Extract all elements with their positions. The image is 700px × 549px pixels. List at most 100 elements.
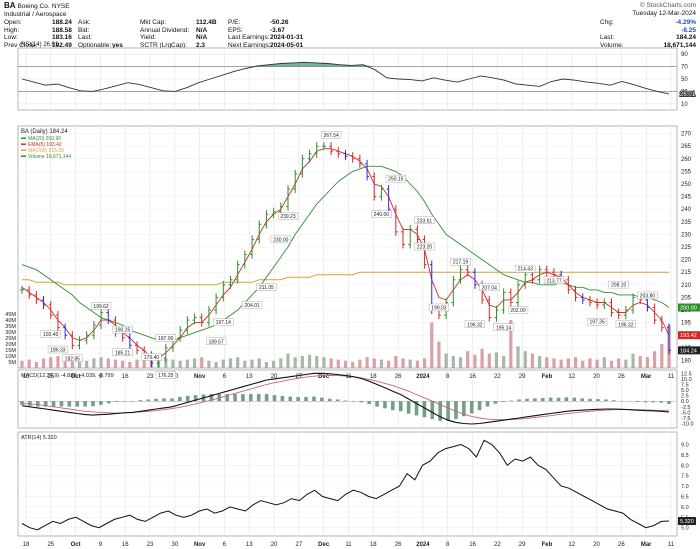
annotation-text: 233.61 (417, 218, 433, 224)
macd-histogram-bar (572, 397, 577, 402)
volume-bar (113, 359, 118, 368)
macd-title: MACD(12,26,9) -4.838, -4.039, -0.799 (21, 373, 114, 379)
x-tick-label: Oct (71, 542, 81, 548)
x-tick-label: 18 (23, 542, 30, 548)
volume-bar (92, 358, 96, 368)
volume-bar (566, 358, 570, 368)
volume-bar (185, 359, 189, 368)
macd-histogram-bar (83, 401, 87, 407)
annotation-text: 195.14 (496, 325, 512, 331)
price-annotation: 197.14 (213, 318, 234, 326)
x-tick-label: 11 (668, 542, 675, 548)
price-annotation: 196.32 (615, 320, 636, 328)
volume-bar (307, 354, 312, 368)
volume-bar (631, 353, 635, 368)
macd-histogram-bar (485, 401, 490, 407)
field-label: P/E: (228, 19, 241, 26)
macd-histogram-bar (138, 400, 143, 402)
macd-histogram-bar (422, 401, 427, 418)
rsi-overbought-fill (22, 62, 669, 67)
rsi-tick-label: 30 (681, 89, 688, 95)
price-annotation: 223.20 (414, 242, 435, 251)
volume-tick-label: 35M (5, 324, 16, 330)
volume-bar (523, 351, 527, 368)
x-tick-label: Nov (194, 542, 206, 548)
volume-bar (41, 358, 46, 368)
annotation-box (205, 337, 227, 346)
volume-bar (595, 359, 599, 368)
macd-histogram-bar (477, 401, 482, 411)
x-tick-label-mid: Mar (641, 374, 652, 380)
volume-bar (63, 359, 67, 368)
price-annotation: 267.54 (321, 131, 342, 139)
atr-tick-label: 7.5 (681, 474, 689, 480)
macd-histogram-bar (398, 401, 403, 412)
x-tick-label-mid: Feb (542, 374, 553, 380)
volume-bar (70, 360, 74, 368)
atr-tick-label: 9.0 (681, 442, 689, 448)
volume-bar (106, 358, 110, 368)
volume-bar (494, 352, 499, 368)
field-value: N/A (196, 34, 208, 42)
macd-histogram-bar (327, 398, 332, 402)
x-tick-label: 27 (296, 542, 303, 548)
volume-bar (279, 358, 283, 368)
volume-bar (408, 359, 412, 368)
annotation-box (587, 318, 608, 326)
macd-histogram-bar (454, 401, 458, 420)
x-tick-label-mid: Nov (194, 374, 206, 380)
price-annotation: 185.21 (112, 348, 133, 356)
volume-bar (322, 357, 326, 368)
price-annotation: 182.85 (62, 354, 83, 362)
volume-bar (415, 360, 419, 368)
field-value: 188.58 (52, 26, 72, 34)
macd-tick-label: -10.0 (681, 422, 694, 428)
volume-bar (142, 358, 146, 368)
macd-histogram-bar (99, 401, 103, 405)
annotation-text: 267.54 (323, 133, 339, 139)
price-title: BA (Daily) 184.24 (21, 129, 68, 135)
volume-bar (34, 362, 38, 368)
annotation-box (515, 264, 536, 273)
volume-tick-label: 30M (5, 330, 16, 336)
price-annotation: 199.03 (428, 303, 450, 311)
field-label: Prev Close: (4, 41, 38, 49)
field-label: Bid: (78, 26, 90, 34)
price-annotation: 208.10 (608, 280, 629, 289)
annotation-text: 230.00 (273, 237, 289, 243)
rsi-last-label: 26.01 (680, 92, 696, 98)
annotation-box (141, 353, 162, 361)
field-value: 184.24 (676, 34, 696, 42)
volume-bar (451, 356, 455, 368)
field-label: Optionable: (78, 41, 112, 49)
volume-bar (178, 360, 182, 368)
rsi-tick-label: 90 (681, 52, 688, 58)
volume-bar (466, 351, 470, 368)
volume-tick-label: 20M (5, 342, 16, 348)
price-annotation: 189.57 (205, 337, 227, 346)
macd-histogram-bar (43, 401, 48, 407)
annotation-box (479, 283, 500, 291)
price-annotation: 187.00 (155, 334, 176, 342)
x-tick-label: 16 (122, 542, 129, 548)
annotation-text: 186.33 (50, 347, 66, 353)
annotation-text: 182.85 (65, 356, 81, 362)
annotation-box (608, 280, 629, 289)
volume-bar (27, 359, 31, 368)
atr-last-box (678, 517, 696, 526)
volume-bar (645, 357, 650, 368)
sector: Industrial / Aerospace (4, 11, 67, 18)
macd-tick-label: -2.5 (681, 405, 690, 411)
field-label: Next Earnings: (228, 41, 271, 49)
macd-histogram-bar (564, 397, 569, 402)
x-tick-label: 29 (519, 542, 526, 548)
macd-histogram-bar (130, 401, 135, 402)
right-label: 184.24 (680, 348, 697, 354)
macd-tick-label: 5.0 (681, 388, 689, 394)
volume-bar (509, 320, 513, 368)
volume-bar (473, 354, 477, 368)
volume-bar (250, 359, 254, 368)
annotation-box (414, 242, 435, 251)
price-tick-label: 210 (681, 283, 692, 289)
price-tick-label: 235 (681, 220, 692, 226)
